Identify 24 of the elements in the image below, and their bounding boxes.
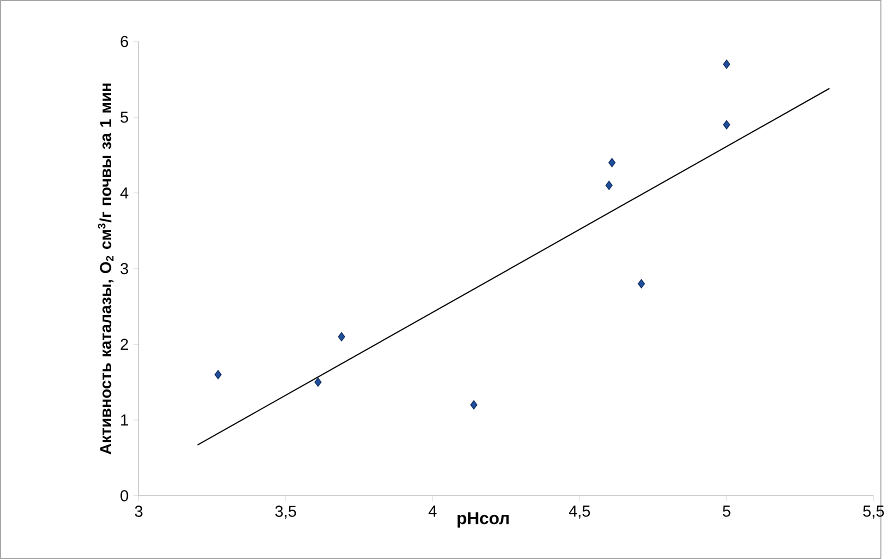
point — [314, 378, 322, 387]
point — [605, 180, 613, 190]
x-tick-label: 3,5 — [275, 506, 296, 519]
y-tick-label: 3 — [120, 262, 128, 274]
x-tick-label: 4 — [428, 506, 437, 517]
point — [723, 60, 730, 69]
point — [608, 158, 616, 168]
y-tick-label: 4 — [120, 187, 128, 198]
y-axis-title: Активность каталазы, O$_{2}$ см$^{3}$/г почвы за 1 мин — [98, 84, 114, 454]
y-tick-label: 6 — [120, 36, 128, 48]
y-tick-label: 2 — [120, 338, 128, 350]
point — [338, 332, 346, 342]
x-tick-label: 4,5 — [568, 506, 590, 519]
x-tick-label: 5,5 — [863, 506, 884, 519]
x-axis-title: pHсол — [458, 512, 509, 528]
y-tick-label: 1 — [121, 414, 128, 426]
x-tick-label: 5 — [722, 506, 730, 517]
y-tick-label: 0 — [120, 490, 128, 502]
point — [214, 370, 222, 380]
x-tick-label: 3 — [134, 506, 142, 517]
point — [638, 279, 645, 288]
point — [470, 400, 478, 410]
point — [723, 120, 730, 130]
y-tick-label: 5 — [120, 112, 128, 123]
